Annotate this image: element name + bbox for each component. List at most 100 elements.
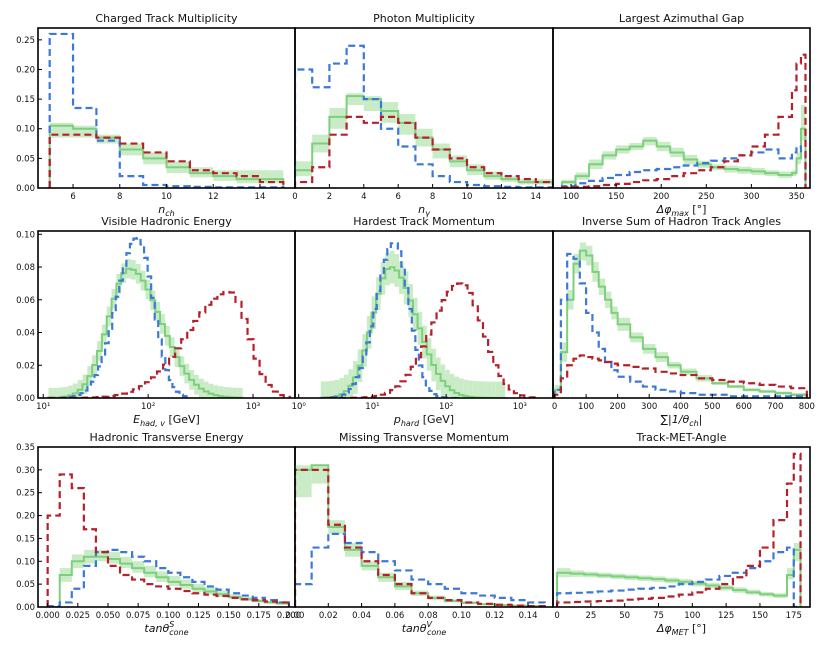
axes-frame (552, 27, 811, 189)
uncertainty-band (468, 380, 473, 398)
x-axis-label: nch (158, 203, 174, 218)
series-green-step (47, 267, 244, 398)
x-axis-label: ΔφMET [°] (656, 622, 706, 637)
chart-panel: Visible Hadronic Energy 10¹ 10² 10³ 0.00 0.02… (16, 215, 296, 428)
x-tick-label: 0.050 (96, 611, 120, 621)
series-green-step (561, 127, 807, 188)
y-tick-label: 0.10 (16, 557, 35, 567)
chart-title: Photon Multiplicity (373, 12, 475, 25)
x-axis-label: tanθV cone (402, 620, 447, 637)
plot-area (560, 53, 807, 188)
y-tick-label: 0.08 (16, 263, 35, 273)
chart-panel: Charged Track Multiplicity 6 8 10 12 14 0.00 0.… (16, 12, 296, 218)
x-tick-label: 250 (698, 192, 714, 202)
uncertainty-band (218, 386, 224, 398)
x-tick-label: 400 (673, 402, 689, 412)
uncertainty-band (477, 381, 483, 398)
uncertainty-band (800, 105, 806, 141)
uncertainty-band (320, 381, 326, 398)
uncertainty-band (295, 161, 313, 177)
x-axis-label: phard [GeV] (393, 413, 454, 428)
chart-panel: Missing Transverse Momentum 0.00 0.02 0.04 0… (286, 431, 554, 637)
uncertainty-band (120, 556, 133, 569)
uncertainty-band (486, 381, 492, 398)
uncertainty-band (445, 369, 450, 398)
series-red-step (295, 468, 546, 607)
series-red-step (295, 115, 553, 188)
x-tick-label: 0.125 (186, 611, 210, 621)
axes-frame (37, 230, 296, 399)
y-tick-label: 0.00 (16, 184, 35, 194)
uncertainty-band (227, 387, 233, 398)
uncertainty-band (53, 387, 59, 398)
x-tick-label: 100 (563, 192, 579, 202)
x-tick-label: 2 (327, 192, 332, 202)
x-tick-label: 0.175 (247, 611, 271, 621)
x-tick-label: 10¹ (36, 402, 50, 412)
x-tick-label: 0.200 (277, 611, 301, 621)
chart-panel: Hadronic Transverse Energy 0.000 0.025 0.05… (16, 431, 301, 637)
x-tick-label: 6 (395, 192, 400, 202)
y-tick-label: 0.15 (16, 95, 35, 105)
series-blue-step (553, 252, 808, 398)
uncertainty-band (432, 143, 450, 159)
x-tick-label: 175 (786, 611, 802, 621)
x-axis-label: ∑|1/θch| (661, 413, 703, 428)
uncertainty-band (213, 385, 219, 398)
x-tick-label: 0.150 (216, 611, 240, 621)
x-tick-label: 0 (554, 611, 559, 621)
series-green-step (295, 464, 546, 607)
uncertainty-band (73, 125, 97, 138)
x-tick-label: 14 (255, 192, 266, 202)
uncertainty-band (63, 386, 68, 398)
uncertainty-band (311, 465, 329, 484)
chart-panel: Inverse Sum of Hadron Track Angles 0 100 20… (552, 215, 815, 428)
uncertainty-band (491, 381, 496, 398)
y-tick-label: 0.02 (16, 361, 35, 371)
x-tick-label: 0 (292, 192, 297, 202)
x-tick-label: 100 (684, 611, 700, 621)
x-tick-label: 0.10 (452, 611, 471, 621)
plot-area (553, 242, 808, 398)
y-tick-label: 0.05 (16, 154, 35, 164)
uncertainty-band (96, 134, 120, 144)
chart-panel: Track-MET-Angle 0 25 50 75 100 125 150 175 ΔφMET … (552, 431, 811, 637)
x-tick-label: 200 (610, 402, 626, 412)
chart-title: Track-MET-Angle (636, 431, 727, 444)
chart-title: Visible Hadronic Energy (101, 215, 232, 228)
uncertainty-band (500, 381, 506, 398)
uncertainty-band (237, 387, 243, 398)
uncertainty-band (787, 568, 794, 580)
uncertainty-band (398, 113, 416, 135)
x-tick-label: 10 (462, 192, 473, 202)
uncertainty-band (72, 383, 78, 398)
x-tick-label: 75 (653, 611, 664, 621)
plot-area (555, 452, 802, 607)
axes-frame (294, 230, 554, 399)
y-tick-label: 0.30 (16, 466, 35, 476)
uncertainty-band (223, 386, 228, 398)
x-tick-label: 0.04 (352, 611, 371, 621)
x-tick-label: 100 (578, 402, 594, 412)
x-tick-label: 10³ (246, 402, 260, 412)
series-blue-step (555, 546, 801, 607)
chart-title: Missing Transverse Momentum (339, 431, 509, 444)
x-tick-label: 14 (530, 192, 541, 202)
x-tick-label: 25 (585, 611, 596, 621)
chart-title: Inverse Sum of Hadron Track Angles (582, 215, 781, 228)
chart-title: Hardest Track Momentum (353, 215, 495, 228)
uncertainty-band (472, 380, 478, 398)
x-axis-label: Ehad, v [GeV] (133, 413, 200, 428)
uncertainty-band (330, 380, 335, 398)
x-tick-label: 10³ (513, 402, 527, 412)
x-tick-label: 700 (767, 402, 783, 412)
y-tick-label: 0.00 (16, 603, 35, 613)
axes-frame (552, 446, 811, 608)
x-tick-label: 8 (430, 192, 435, 202)
y-tick-label: 0.15 (16, 534, 35, 544)
x-tick-label: 500 (704, 402, 720, 412)
x-axis-label: nγ (418, 203, 431, 218)
x-tick-label: 0.025 (66, 611, 90, 621)
uncertainty-band (58, 387, 64, 398)
